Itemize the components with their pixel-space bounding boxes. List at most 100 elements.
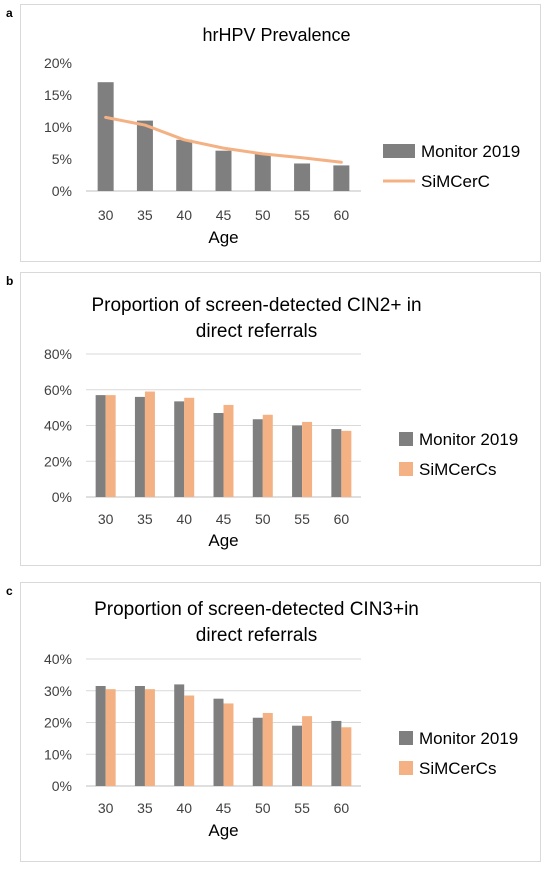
x-tick-label: 50 bbox=[255, 207, 271, 223]
chart-panel-b: Proportion of screen-detected CIN2+ in di… bbox=[20, 272, 541, 566]
legend-swatch bbox=[399, 462, 413, 476]
bar-monitor-2019-60 bbox=[333, 165, 350, 191]
y-tick-label: 15% bbox=[44, 87, 72, 103]
bar-monitor-2019-50 bbox=[252, 717, 263, 786]
bar-monitor-2019-30 bbox=[95, 395, 106, 497]
bar-monitor-2019-30 bbox=[97, 82, 114, 191]
bar-monitor-2019-45 bbox=[213, 412, 224, 497]
x-tick-label: 30 bbox=[98, 800, 114, 816]
chart-title: hrHPV Prevalence bbox=[202, 25, 350, 45]
x-tick-label: 45 bbox=[216, 207, 232, 223]
x-tick-label: 40 bbox=[176, 207, 192, 223]
bar-simcercs-40 bbox=[184, 397, 195, 497]
x-tick-label: 35 bbox=[137, 207, 153, 223]
bar-simcercs-40 bbox=[184, 695, 195, 786]
x-tick-label: 55 bbox=[294, 800, 310, 816]
bar-monitor-2019-40 bbox=[174, 401, 185, 497]
y-tick-label: 20% bbox=[44, 715, 72, 731]
chart-title: direct referrals bbox=[196, 321, 317, 342]
y-tick-label: 30% bbox=[44, 683, 72, 699]
bar-monitor-2019-35 bbox=[136, 120, 153, 191]
bar-monitor-2019-35 bbox=[134, 396, 145, 497]
chart-title: Proportion of screen-detected CIN3+in bbox=[94, 599, 419, 620]
hrhpv-prevalence-chart: hrHPV Prevalence 0% 5% 10% 15% 20% 30 35 40 45 50 5… bbox=[44, 25, 520, 247]
x-tick-label: 40 bbox=[176, 511, 192, 527]
bar-monitor-2019-55 bbox=[294, 163, 311, 191]
x-tick-label: 45 bbox=[216, 511, 232, 527]
x-tick-label: 45 bbox=[216, 800, 232, 816]
x-tick-label: 55 bbox=[294, 207, 310, 223]
y-tick-label: 10% bbox=[44, 746, 72, 762]
bar-monitor-2019-55 bbox=[292, 725, 303, 786]
y-tick-label: 5% bbox=[52, 151, 72, 167]
y-tick-label: 0% bbox=[52, 183, 72, 199]
x-axis-label: Age bbox=[208, 531, 238, 550]
legend-label: SiMCerCs bbox=[419, 759, 496, 778]
x-axis-label: Age bbox=[208, 821, 238, 840]
cin3-referrals-chart: Proportion of screen-detected CIN3+in dir… bbox=[44, 599, 518, 840]
bar-monitor-2019-50 bbox=[254, 153, 271, 191]
x-tick-label: 50 bbox=[255, 800, 271, 816]
legend-label: SiMCerC bbox=[421, 172, 490, 191]
x-tick-label: 60 bbox=[334, 800, 350, 816]
legend-label: Monitor 2019 bbox=[419, 430, 518, 449]
legend-label: Monitor 2019 bbox=[419, 729, 518, 748]
x-tick-label: 60 bbox=[334, 207, 350, 223]
panel-label-c: c bbox=[6, 584, 13, 598]
x-tick-label: 55 bbox=[294, 511, 310, 527]
legend-swatch bbox=[399, 761, 413, 775]
line-simcerc bbox=[104, 115, 343, 164]
x-tick-label: 35 bbox=[137, 800, 153, 816]
bar-simcercs-30 bbox=[105, 689, 116, 786]
y-tick-label: 40% bbox=[44, 651, 72, 667]
x-tick-label: 50 bbox=[255, 511, 271, 527]
bar-monitor-2019-35 bbox=[134, 685, 145, 786]
bar-monitor-2019-30 bbox=[95, 685, 106, 786]
x-tick-label: 40 bbox=[176, 800, 192, 816]
y-tick-label: 80% bbox=[44, 346, 72, 362]
legend-label: SiMCerCs bbox=[419, 460, 496, 479]
x-tick-label: 60 bbox=[334, 511, 350, 527]
bar-monitor-2019-40 bbox=[174, 684, 185, 786]
bar-simcercs-35 bbox=[144, 689, 155, 786]
bar-simcercs-60 bbox=[341, 430, 352, 497]
chart-panel-a: hrHPV Prevalence 0% 5% 10% 15% 20% 30 35 40 45 50 5… bbox=[20, 4, 541, 262]
bar-monitor-2019-60 bbox=[331, 429, 342, 497]
bar-simcercs-45 bbox=[223, 703, 234, 786]
bar-simcercs-35 bbox=[144, 391, 155, 497]
chart-title: direct referrals bbox=[196, 625, 317, 646]
bar-monitor-2019-45 bbox=[213, 698, 224, 786]
bar-simcercs-55 bbox=[302, 716, 313, 786]
cin2-referrals-chart: Proportion of screen-detected CIN2+ in di… bbox=[44, 295, 518, 550]
y-tick-label: 20% bbox=[44, 453, 72, 469]
x-tick-label: 30 bbox=[98, 207, 114, 223]
bar-simcercs-50 bbox=[262, 712, 273, 786]
panel-label-a: a bbox=[6, 6, 13, 20]
bar-monitor-2019-60 bbox=[331, 720, 342, 786]
x-tick-label: 30 bbox=[98, 511, 114, 527]
y-tick-label: 60% bbox=[44, 382, 72, 398]
panel-label-b: b bbox=[6, 274, 14, 288]
x-tick-label: 35 bbox=[137, 511, 153, 527]
bar-monitor-2019-45 bbox=[215, 150, 232, 191]
bar-simcercs-30 bbox=[105, 395, 116, 497]
legend-swatch bbox=[399, 731, 413, 745]
chart-panel-c: Proportion of screen-detected CIN3+in dir… bbox=[20, 582, 541, 862]
legend-swatch bbox=[383, 144, 415, 158]
bar-simcercs-60 bbox=[341, 727, 352, 786]
bar-monitor-2019-40 bbox=[176, 139, 193, 191]
bar-simcercs-55 bbox=[302, 421, 313, 497]
chart-title: Proportion of screen-detected CIN2+ in bbox=[91, 295, 421, 316]
legend-swatch bbox=[399, 432, 413, 446]
y-tick-label: 40% bbox=[44, 418, 72, 434]
bar-simcercs-50 bbox=[262, 414, 273, 497]
legend-label: Monitor 2019 bbox=[421, 142, 520, 161]
bar-monitor-2019-55 bbox=[292, 425, 303, 497]
y-tick-label: 0% bbox=[52, 489, 72, 505]
y-tick-label: 20% bbox=[44, 55, 72, 71]
bar-simcercs-45 bbox=[223, 404, 234, 497]
y-tick-label: 0% bbox=[52, 778, 72, 794]
y-tick-label: 10% bbox=[44, 119, 72, 135]
bar-monitor-2019-50 bbox=[252, 419, 263, 497]
x-axis-label: Age bbox=[208, 228, 238, 247]
